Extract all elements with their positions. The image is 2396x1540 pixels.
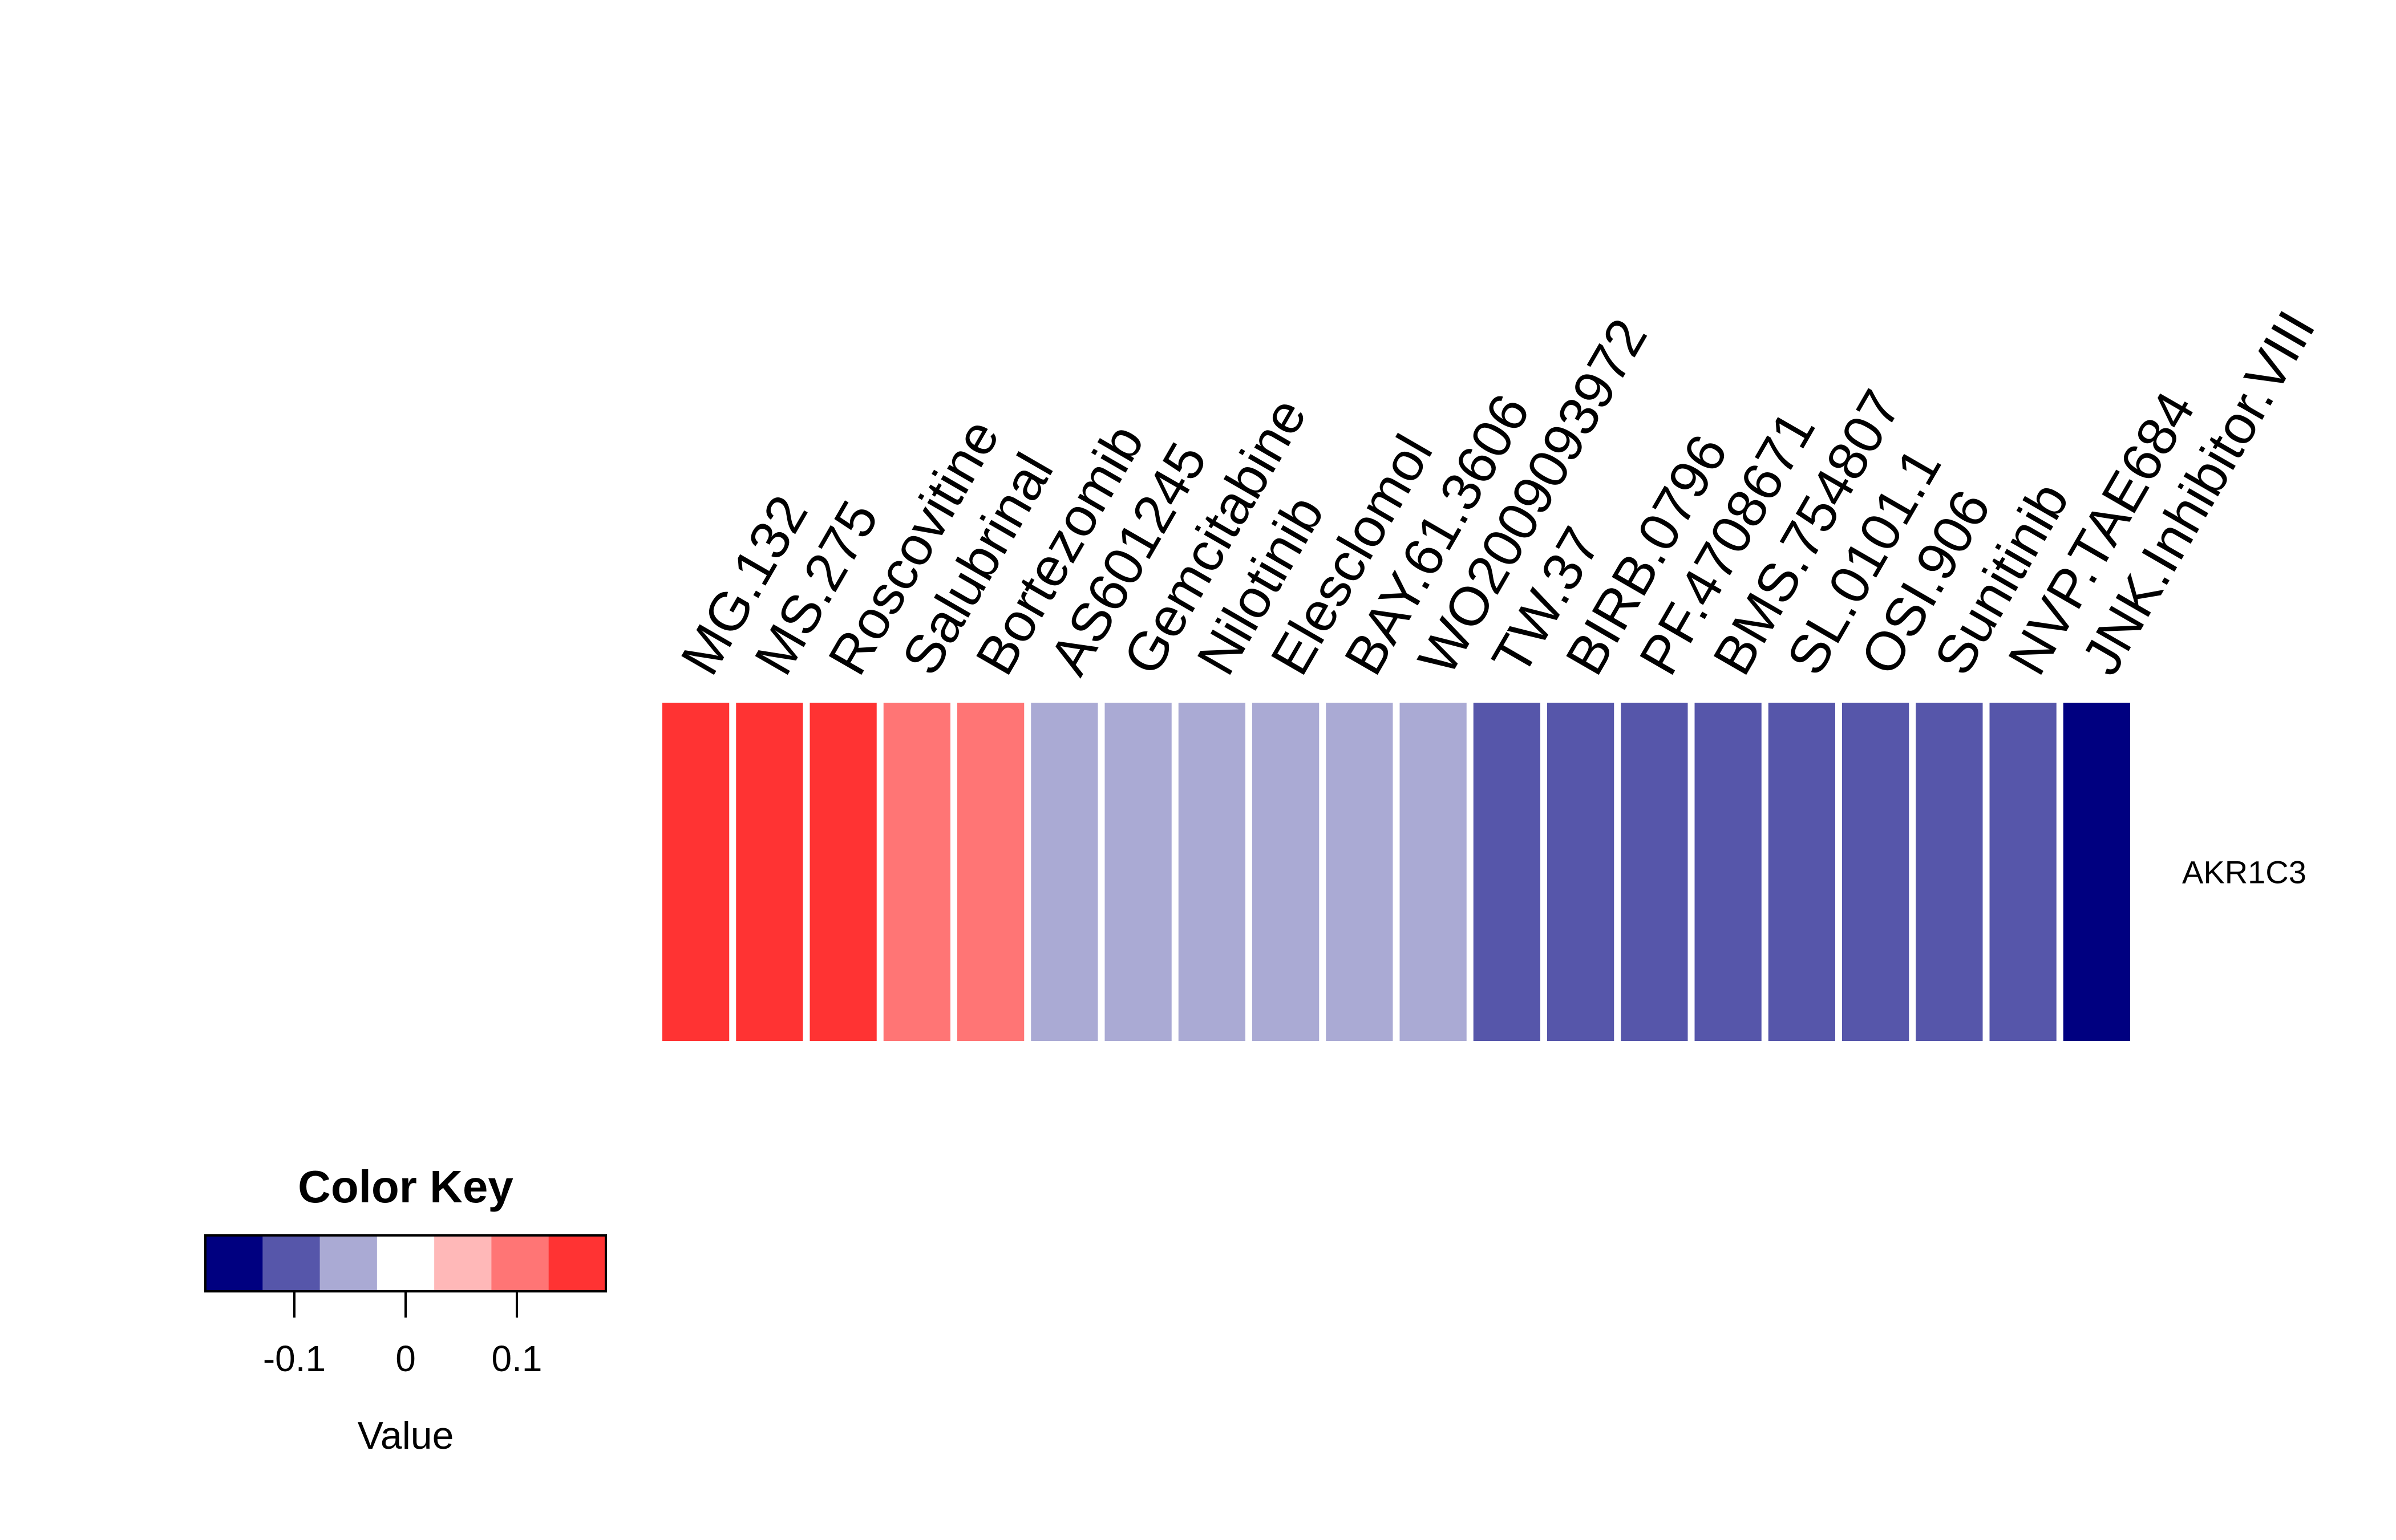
heatmap-cell [883, 703, 950, 1041]
color-key-swatches [205, 1235, 606, 1291]
color-key-swatch [205, 1235, 263, 1291]
color-key-tick-label: 0.1 [492, 1338, 543, 1379]
color-key-swatch [491, 1235, 549, 1291]
color-key-tick-label: 0 [395, 1338, 416, 1379]
heatmap-cell [1031, 703, 1098, 1041]
heatmap-cell [1547, 703, 1614, 1041]
color-key-swatch [319, 1235, 378, 1291]
color-key: Color Key -0.1 0 0.1 Value [204, 1161, 607, 1457]
color-key-swatch [434, 1235, 492, 1291]
heatmap-cell [1694, 703, 1762, 1041]
color-key-swatch [262, 1235, 321, 1291]
heatmap-cell [736, 703, 803, 1041]
heatmap-cell [1621, 703, 1688, 1041]
heatmap-cell [1104, 703, 1172, 1041]
color-key-axis-label: Value [358, 1414, 454, 1457]
color-key-title: Color Key [298, 1161, 513, 1212]
heatmap-cell [1178, 703, 1245, 1041]
heatmap-cell [1916, 703, 1983, 1041]
color-key-ticks: -0.1 0 0.1 [263, 1291, 543, 1379]
heatmap-cell [1473, 703, 1540, 1041]
column-labels: MG.132MS.275RoscovitineSalubrinalBortezo… [669, 301, 2327, 685]
heatmap-cell [1768, 703, 1835, 1041]
heatmap-cell [662, 703, 730, 1041]
heatmap-cell [1252, 703, 1320, 1041]
row-label: AKR1C3 [2182, 854, 2306, 890]
heatmap-cells [662, 703, 2130, 1041]
heatmap-cell [1399, 703, 1467, 1041]
color-key-swatch [548, 1235, 606, 1291]
color-key-swatch [377, 1235, 435, 1291]
heatmap-cell [1842, 703, 1909, 1041]
heatmap-cell [1989, 703, 2057, 1041]
row-labels: AKR1C3 [2182, 854, 2306, 890]
heatmap-cell [1326, 703, 1393, 1041]
color-key-tick-label: -0.1 [263, 1338, 326, 1379]
heatmap-cell [2063, 703, 2130, 1041]
heatmap-cell [957, 703, 1025, 1041]
heatmap-cell [810, 703, 877, 1041]
